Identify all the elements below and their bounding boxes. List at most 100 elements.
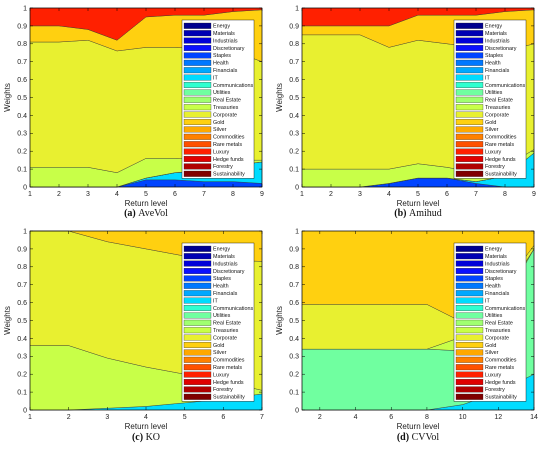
legend-swatch: [183, 379, 212, 385]
legend-swatch: [183, 52, 212, 59]
x-tick-label: 7: [474, 191, 478, 198]
legend-swatch: [455, 393, 484, 400]
y-tick-label: 0: [23, 407, 27, 414]
legend-swatch: [455, 386, 484, 393]
y-tick-label: 0.1: [17, 167, 27, 174]
legend-entry: Discretionary: [485, 269, 517, 275]
legend-entry: Treasuries: [213, 328, 239, 334]
legend-swatch: [455, 22, 484, 29]
x-tick-label: 9: [260, 191, 264, 198]
legend-entry: Treasuries: [485, 105, 511, 111]
legend-entry: Forestry: [213, 387, 233, 393]
x-tick-label: 3: [358, 191, 362, 198]
x-tick-label: 7: [202, 191, 206, 198]
x-tick-label: 10: [459, 414, 467, 421]
legend-entry: Utilities: [485, 313, 503, 319]
legend-swatch: [183, 148, 212, 155]
x-tick-label: 1: [28, 414, 32, 421]
legend-swatch: [455, 59, 484, 66]
caption-name: CVVol: [412, 432, 440, 443]
y-tick-label: 0.9: [289, 23, 299, 30]
legend-swatch: [183, 393, 212, 400]
y-axis-label: Weights: [275, 306, 284, 335]
legend-entry: Corporate: [213, 112, 237, 118]
x-tick-label: 2: [318, 414, 322, 421]
legend-swatch: [183, 89, 212, 96]
subfigure-caption: (a) AveVol: [124, 208, 168, 219]
legend-swatch: [455, 82, 484, 88]
legend-entry: Communications: [213, 306, 253, 312]
y-tick-label: 0.7: [289, 59, 299, 66]
x-tick-label: 4: [387, 191, 391, 198]
legend-swatch: [183, 334, 212, 341]
legend-swatch: [455, 148, 484, 155]
legend-entry: Corporate: [213, 335, 237, 341]
legend-entry: Rare metals: [213, 365, 242, 371]
legend-entry: Communications: [485, 83, 525, 89]
legend-swatch: [183, 275, 212, 282]
x-tick-label: 6: [445, 191, 449, 198]
y-tick-label: 0.4: [17, 336, 27, 343]
legend-swatch: [455, 111, 484, 118]
legend-swatch: [183, 45, 212, 51]
x-tick-label: 4: [354, 414, 358, 421]
legend-entry: Communications: [485, 306, 525, 312]
legend-swatch: [183, 342, 212, 348]
x-tick-label: 8: [425, 414, 429, 421]
legend-swatch: [183, 349, 212, 356]
legend-swatch: [455, 349, 484, 356]
legend-swatch: [455, 45, 484, 51]
x-tick-label: 5: [416, 191, 420, 198]
legend-entry: Commodities: [213, 135, 245, 141]
legend-swatch: [183, 364, 212, 371]
y-tick-label: 1: [295, 5, 299, 12]
legend-entry: Forestry: [213, 164, 233, 170]
y-tick-label: 0.5: [289, 95, 299, 102]
y-tick-label: 0.5: [289, 318, 299, 325]
x-tick-label: 7: [260, 414, 264, 421]
legend-swatch: [455, 297, 484, 304]
legend-swatch: [183, 156, 212, 162]
legend-entry: Utilities: [213, 313, 231, 319]
x-tick-label: 6: [389, 414, 393, 421]
legend-swatch: [183, 37, 212, 44]
y-tick-label: 0.4: [289, 336, 299, 343]
y-tick-label: 0.7: [289, 282, 299, 289]
legend-swatch: [455, 133, 484, 140]
legend-swatch: [183, 371, 212, 378]
legend-swatch: [183, 67, 212, 74]
legend-entry: Real Estate: [213, 98, 241, 104]
legend-entry: Real Estate: [213, 321, 241, 327]
legend-entry: Energy: [213, 24, 230, 30]
legend-swatch: [183, 133, 212, 140]
legend-swatch: [455, 356, 484, 363]
legend-entry: Silver: [485, 127, 499, 133]
legend-swatch: [183, 104, 212, 111]
legend-entry: Energy: [485, 24, 502, 30]
legend-swatch: [455, 327, 484, 334]
legend-entry: Staples: [485, 276, 503, 282]
y-tick-label: 0.2: [289, 149, 299, 156]
y-tick-label: 0.9: [17, 23, 27, 30]
legend-entry: Discretionary: [213, 46, 245, 52]
x-axis-label: Return level: [397, 422, 440, 431]
x-tick-label: 12: [494, 414, 502, 421]
x-tick-label: 8: [503, 191, 507, 198]
y-tick-label: 1: [295, 228, 299, 235]
legend-swatch: [455, 104, 484, 111]
legend-entry: Staples: [485, 53, 503, 59]
y-tick-label: 0: [295, 407, 299, 414]
x-tick-label: 6: [173, 191, 177, 198]
legend-swatch: [455, 334, 484, 341]
legend-entry: Commodities: [485, 358, 517, 364]
legend-swatch: [455, 371, 484, 378]
y-tick-label: 0.6: [17, 77, 27, 84]
y-tick-label: 0.9: [17, 246, 27, 253]
x-tick-label: 5: [183, 414, 187, 421]
legend-entry: Corporate: [485, 112, 509, 118]
y-tick-label: 0.2: [17, 372, 27, 379]
legend-swatch: [455, 290, 484, 297]
legend-entry: Silver: [213, 350, 227, 356]
legend-entry: Financials: [213, 291, 238, 297]
legend-entry: IT: [485, 75, 490, 81]
